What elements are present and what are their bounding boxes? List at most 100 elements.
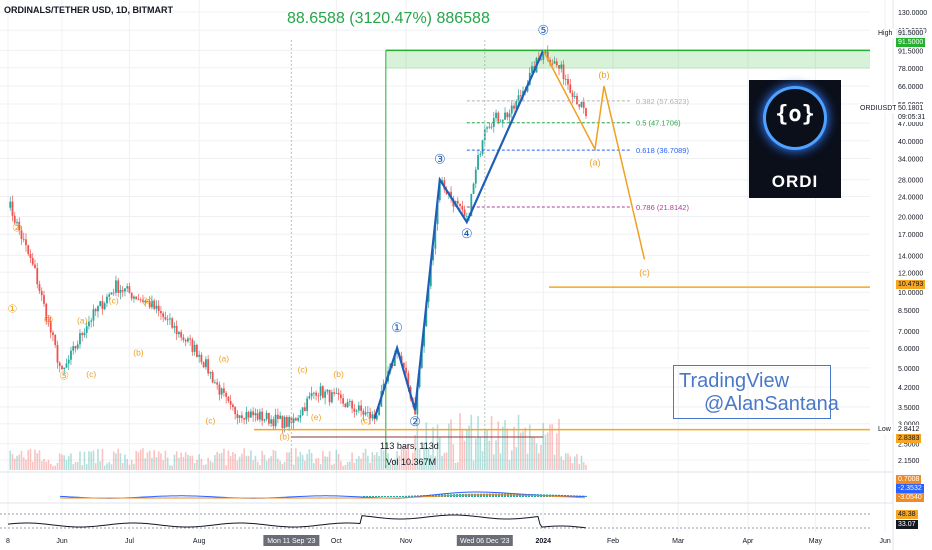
volume-bar xyxy=(409,462,412,470)
candle-body xyxy=(126,286,129,289)
macd-histogram-bar xyxy=(429,494,431,497)
macd-histogram-bar xyxy=(369,496,371,497)
volume-bar xyxy=(49,463,52,470)
ordi-logo: {o} ORDI xyxy=(749,80,841,198)
candle-body xyxy=(36,268,39,285)
volume-bar xyxy=(490,415,493,470)
candle-body xyxy=(402,362,405,368)
candle-body xyxy=(205,359,207,368)
volume-bar xyxy=(130,459,133,470)
volume-bar xyxy=(308,449,311,470)
volume-bar xyxy=(313,463,315,470)
candle-body xyxy=(333,392,336,394)
candle-body xyxy=(70,350,72,360)
candle-body xyxy=(61,365,63,370)
volume-bar xyxy=(268,458,270,470)
candle-body xyxy=(321,386,324,398)
candle-body xyxy=(43,295,45,304)
volume-bar xyxy=(513,426,515,470)
candle-body xyxy=(580,101,583,107)
volume-bar xyxy=(250,450,252,470)
volume-bar xyxy=(83,451,86,470)
price-tick-7: 40.0000 xyxy=(898,139,923,146)
volume-bar xyxy=(362,452,365,470)
price-tick-12: 17.0000 xyxy=(898,232,923,239)
volume-bar xyxy=(537,453,540,470)
price-tick-20: 4.2000 xyxy=(898,385,920,392)
time-highlight-0: Mon 11 Sep '23 xyxy=(267,538,315,545)
price-tick-17: 7.0000 xyxy=(898,329,920,336)
candle-body xyxy=(279,415,282,419)
volume-bar xyxy=(405,449,407,470)
volume-bar xyxy=(295,448,297,470)
candle-body xyxy=(240,415,243,419)
candle-body xyxy=(13,215,16,223)
volume-bar xyxy=(45,461,48,470)
time-tick-2: Jul xyxy=(125,538,134,545)
volume-bar xyxy=(528,424,531,470)
volume-bar xyxy=(335,449,338,470)
volume-bar xyxy=(40,461,43,470)
measure-zone xyxy=(385,49,870,69)
candle-body xyxy=(97,306,99,312)
candle-body xyxy=(303,407,306,411)
candle-body xyxy=(369,411,371,419)
volume-bar xyxy=(403,446,405,470)
candle-body xyxy=(225,392,228,397)
candle-body xyxy=(11,201,14,216)
macd-histogram-bar xyxy=(393,496,395,497)
candle-body xyxy=(459,203,461,207)
volume-bar xyxy=(474,438,477,470)
volume-bar xyxy=(184,452,187,470)
candle-body xyxy=(495,112,497,119)
price-tick-3: 78.0000 xyxy=(898,66,923,73)
correction-label-10: (b) xyxy=(333,369,344,379)
candle-body xyxy=(49,321,52,333)
macd-histogram-bar xyxy=(411,495,413,497)
impulse-label-3: ③ xyxy=(434,152,446,167)
volume-bar xyxy=(232,452,234,470)
time-tick-1: Jun xyxy=(56,538,67,545)
volume-bar xyxy=(139,449,142,470)
volume-bar xyxy=(92,450,95,470)
candle-body xyxy=(238,415,241,418)
time-tick-4: Oct xyxy=(331,538,342,545)
candle-body xyxy=(135,296,138,300)
candle-body xyxy=(353,408,356,412)
correction-label-9: (e) xyxy=(311,412,322,422)
volume-bar xyxy=(387,453,389,470)
volume-bar xyxy=(542,423,545,470)
time-highlight-1: Wed 06 Dec '23 xyxy=(460,538,510,545)
candle-body xyxy=(312,392,315,394)
correction-label-2: (c) xyxy=(109,296,119,306)
candle-body xyxy=(90,320,93,322)
time-tick-3: Aug xyxy=(193,538,206,545)
candle-body xyxy=(216,382,219,385)
candle-body xyxy=(171,318,174,328)
volume-bar xyxy=(452,444,455,470)
correction-label-6: (a) xyxy=(219,354,230,364)
price-tick-24: 2.1500 xyxy=(898,458,920,465)
volume-bar xyxy=(477,416,479,470)
candle-body xyxy=(297,418,300,421)
volume-bar xyxy=(389,464,392,470)
candle-body xyxy=(393,353,396,367)
volume-bar xyxy=(319,464,322,470)
fib-label-0.382: 0.382 (57.6323) xyxy=(636,97,689,106)
volume-bar xyxy=(299,451,302,470)
time-tick-7: Feb xyxy=(607,538,619,545)
volume-bar xyxy=(450,419,452,470)
impulse-label-2: ② xyxy=(409,414,421,429)
volume-bar xyxy=(423,442,425,470)
volume-bar xyxy=(544,434,547,470)
volume-bar xyxy=(439,437,441,470)
volume-bar xyxy=(515,447,518,470)
volume-bar xyxy=(99,461,102,470)
volume-bar xyxy=(290,449,293,470)
volume-bar xyxy=(211,462,214,470)
volume-bar xyxy=(495,440,497,470)
fib-label-0.618: 0.618 (36.7089) xyxy=(636,146,689,155)
countdown: 09:05:31 xyxy=(896,113,928,122)
